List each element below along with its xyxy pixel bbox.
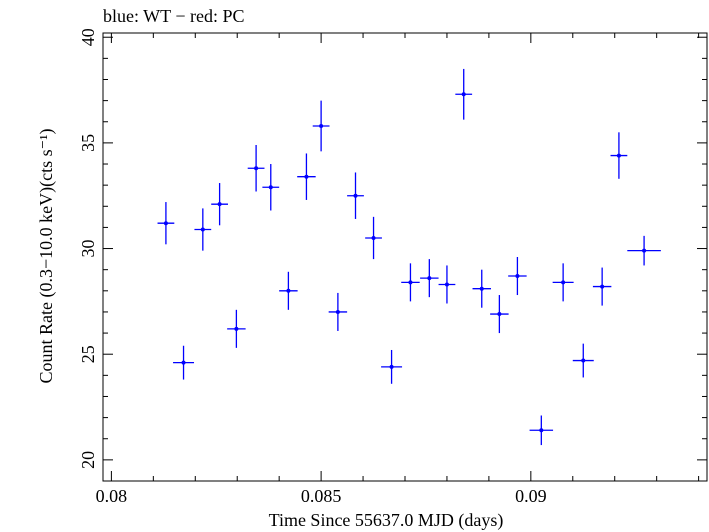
data-marker bbox=[461, 92, 466, 97]
data-marker bbox=[234, 326, 239, 331]
data-marker bbox=[581, 358, 586, 363]
y-axis-label: Count Rate (0.3−10.0 keV)(cts s⁻¹) bbox=[36, 128, 57, 383]
data-marker bbox=[268, 185, 273, 190]
data-points bbox=[157, 68, 661, 446]
legend-text: blue: WT − red: PC bbox=[103, 6, 244, 26]
data-point bbox=[157, 202, 175, 245]
data-marker bbox=[335, 309, 340, 314]
data-marker bbox=[319, 123, 324, 128]
data-marker bbox=[408, 280, 413, 285]
data-point bbox=[365, 216, 382, 260]
y-tick-label: 20 bbox=[78, 451, 98, 469]
x-axis-tick-labels: 0.08 0.085 0.09 bbox=[96, 486, 547, 506]
data-point bbox=[592, 267, 612, 306]
y-axis-ticks bbox=[103, 36, 707, 482]
data-point bbox=[262, 164, 280, 211]
data-marker bbox=[444, 282, 449, 287]
y-axis-tick-labels: 20 25 30 35 40 bbox=[78, 28, 98, 469]
x-axis-label: Time Since 55637.0 MJD (days) bbox=[269, 510, 504, 531]
data-point bbox=[381, 349, 403, 384]
data-point bbox=[490, 295, 509, 334]
data-marker bbox=[561, 280, 566, 285]
plot-frame bbox=[102, 32, 708, 482]
data-point bbox=[279, 271, 298, 310]
data-marker bbox=[181, 360, 186, 365]
x-tick-label: 0.085 bbox=[301, 486, 342, 506]
data-marker bbox=[539, 428, 544, 433]
data-point bbox=[472, 269, 491, 308]
data-marker bbox=[389, 364, 394, 369]
x-tick-label: 0.08 bbox=[96, 486, 128, 506]
y-tick-label: 40 bbox=[78, 28, 98, 46]
data-point bbox=[173, 345, 195, 380]
data-point bbox=[401, 263, 420, 302]
data-point bbox=[312, 100, 330, 152]
data-point bbox=[438, 265, 456, 304]
x-axis-ticks bbox=[110, 33, 700, 481]
data-point bbox=[247, 145, 265, 192]
data-point bbox=[529, 415, 554, 446]
y-tick-label: 35 bbox=[78, 134, 98, 152]
data-point bbox=[194, 208, 212, 251]
data-point bbox=[328, 292, 348, 331]
data-point bbox=[297, 153, 316, 200]
y-tick-label: 25 bbox=[78, 345, 98, 363]
y-tick-label: 30 bbox=[78, 240, 98, 258]
data-point bbox=[572, 343, 594, 378]
data-point bbox=[610, 132, 628, 179]
data-marker bbox=[200, 227, 205, 232]
data-point bbox=[627, 235, 661, 266]
data-point bbox=[455, 68, 473, 120]
data-marker bbox=[616, 153, 621, 158]
data-point bbox=[508, 257, 527, 296]
data-marker bbox=[254, 166, 259, 171]
data-marker bbox=[479, 286, 484, 291]
data-point bbox=[227, 309, 246, 348]
data-point bbox=[552, 263, 574, 302]
data-marker bbox=[286, 288, 291, 293]
data-marker bbox=[427, 276, 432, 281]
data-marker bbox=[371, 235, 376, 240]
data-marker bbox=[163, 221, 168, 226]
x-tick-label: 0.09 bbox=[515, 486, 547, 506]
data-marker bbox=[642, 248, 647, 253]
data-marker bbox=[497, 312, 502, 317]
data-marker bbox=[515, 274, 520, 279]
data-point bbox=[211, 183, 228, 226]
data-marker bbox=[600, 284, 605, 289]
data-marker bbox=[217, 202, 222, 207]
data-marker bbox=[304, 174, 309, 179]
data-point bbox=[420, 259, 439, 298]
data-point bbox=[347, 172, 364, 219]
data-marker bbox=[353, 193, 358, 198]
